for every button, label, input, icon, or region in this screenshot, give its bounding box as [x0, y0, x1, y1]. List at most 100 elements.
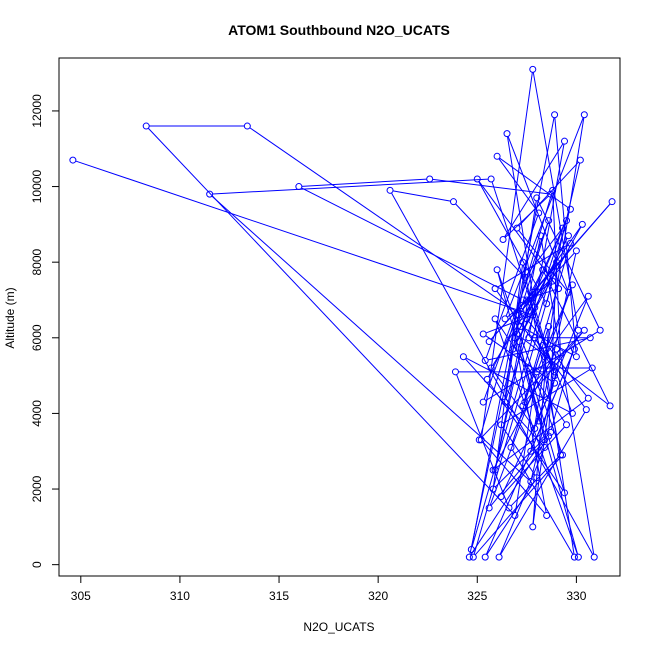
series-line-segment	[147, 127, 514, 514]
series-line-segment	[526, 230, 562, 276]
series-line-segment	[546, 298, 587, 355]
data-point	[547, 190, 555, 198]
series-line-segment	[488, 337, 588, 361]
data-point	[553, 345, 561, 353]
data-point	[295, 183, 303, 191]
data-point	[545, 322, 553, 330]
data-point	[527, 447, 535, 455]
series-line-segment	[529, 370, 565, 491]
series-line-segment	[514, 340, 547, 513]
data-point	[529, 523, 537, 531]
data-point	[566, 205, 574, 213]
data-point	[562, 421, 570, 429]
series-line-segment	[548, 265, 557, 434]
data-point	[513, 224, 521, 232]
data-point	[588, 364, 596, 372]
data-point	[539, 341, 547, 349]
series-line-segment	[535, 298, 588, 426]
series-line-segment	[507, 282, 551, 318]
series-line-segment	[503, 369, 590, 424]
data-point	[493, 152, 501, 160]
series-line-segment	[505, 230, 563, 400]
data-point	[559, 224, 567, 232]
series-line-segment	[478, 181, 546, 302]
series-line-segment	[497, 272, 539, 419]
data-point	[519, 296, 527, 304]
y-tick-label: 2000	[30, 475, 44, 502]
series-line-segment	[537, 200, 600, 328]
data-point	[529, 288, 537, 296]
y-tick-label: 12000	[30, 94, 44, 128]
series-line-segment	[482, 441, 546, 514]
data-point	[459, 353, 467, 361]
data-point	[535, 209, 543, 217]
data-point	[572, 353, 580, 361]
x-tick-label: 325	[467, 589, 487, 603]
data-point	[479, 398, 487, 406]
x-tick-label: 320	[368, 589, 388, 603]
data-point	[606, 402, 614, 410]
data-point	[491, 466, 499, 474]
data-point	[560, 137, 568, 145]
data-point	[521, 273, 529, 281]
data-point	[553, 262, 561, 270]
data-point	[69, 156, 77, 164]
series-line-segment	[485, 215, 539, 358]
data-point	[142, 122, 150, 130]
series-line-segment	[432, 178, 548, 195]
data-point	[519, 402, 527, 410]
data-point	[527, 477, 535, 485]
data-point	[487, 175, 495, 183]
data-point	[529, 65, 537, 73]
data-point	[549, 186, 557, 194]
series-line-segment	[494, 434, 549, 488]
data-point	[531, 425, 539, 433]
data-point	[533, 474, 541, 482]
series-line-segment	[528, 144, 565, 335]
series-line-segment	[455, 203, 524, 276]
series-line-segment	[211, 195, 529, 480]
data-point	[533, 368, 541, 376]
series-line-segment	[497, 244, 569, 288]
x-tick-label: 315	[269, 589, 289, 603]
series-line-segment	[488, 381, 564, 491]
y-axis: 0 2000 4000 6000 8000 10000 12000	[30, 94, 60, 568]
data-point	[584, 394, 592, 402]
data-point	[545, 432, 553, 440]
y-axis-label: Altitude (m)	[3, 287, 17, 348]
data-point	[477, 436, 485, 444]
series-line-segment	[212, 178, 489, 195]
data-point	[555, 285, 563, 293]
series-line-segment	[500, 411, 586, 555]
series-line-segment	[535, 310, 555, 373]
series-line-segment	[531, 351, 574, 449]
data-point	[481, 356, 489, 364]
data-point	[547, 428, 555, 436]
series-line-segment	[492, 264, 556, 366]
data-point	[533, 194, 541, 202]
data-point	[539, 266, 547, 274]
data-point	[507, 443, 515, 451]
series-line-segment	[481, 72, 533, 437]
series-line-segment	[497, 272, 562, 453]
data-point	[557, 451, 565, 459]
series-line-segment	[512, 449, 574, 555]
series-line-segment	[506, 136, 535, 305]
chart-title: ATOM1 Southbound N2O_UCATS	[228, 22, 450, 38]
series-line-segment	[470, 438, 548, 555]
x-axis: 305 310 315 320 325 330	[71, 575, 587, 603]
data-point	[519, 258, 527, 266]
data-point	[574, 326, 582, 334]
data-point	[531, 334, 539, 342]
data-point	[509, 345, 517, 353]
data-point	[523, 296, 531, 304]
data-point	[489, 485, 497, 493]
data-point	[553, 258, 561, 266]
y-tick-label: 6000	[30, 324, 44, 351]
data-point	[545, 217, 553, 225]
series-line-segment	[527, 302, 572, 411]
series-line-segment	[502, 426, 565, 495]
data-point	[491, 285, 499, 293]
